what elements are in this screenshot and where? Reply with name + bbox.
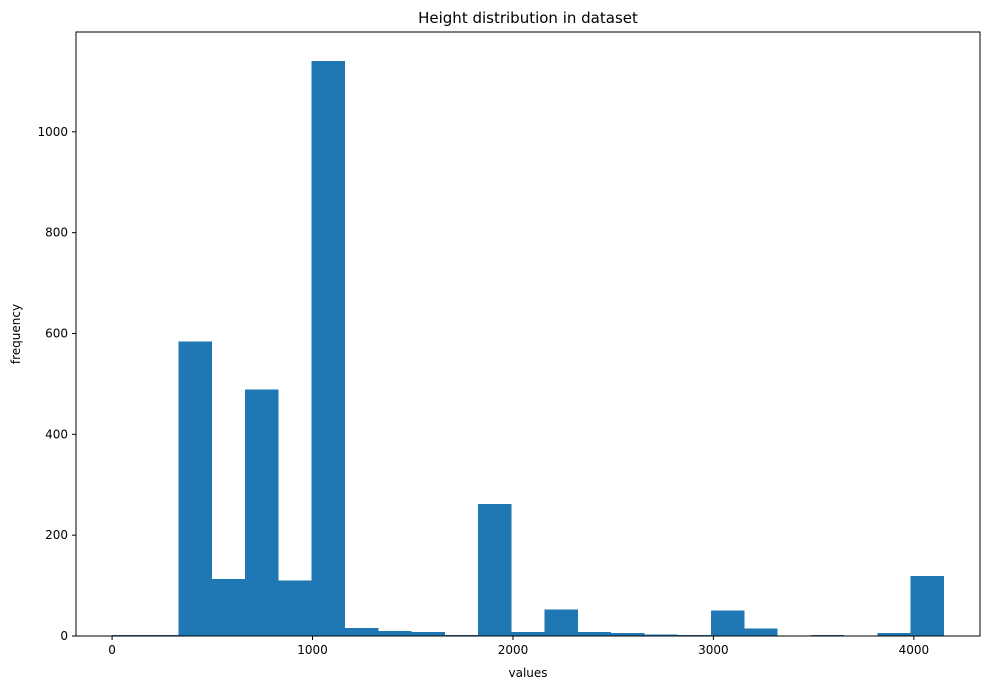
y-tick-label: 400 — [45, 427, 68, 441]
histogram-bar — [744, 628, 778, 636]
histogram-bar — [145, 634, 179, 636]
histogram-bar — [378, 630, 412, 636]
x-tick-label: 2000 — [498, 643, 529, 657]
histogram-bar — [877, 632, 911, 636]
histogram-bar — [311, 61, 345, 637]
histogram-bar — [577, 631, 612, 636]
y-axis-label: frequency — [9, 304, 23, 364]
histogram-bar — [544, 609, 578, 636]
histogram-bar — [644, 634, 678, 636]
x-tick-label: 3000 — [698, 643, 729, 657]
x-axis-ticks: 0 1000 2000 3000 4000 — [108, 636, 929, 657]
histogram-bar — [245, 389, 279, 636]
x-tick-label: 4000 — [899, 643, 930, 657]
histogram-bar — [278, 580, 312, 636]
histogram-bar — [611, 632, 645, 636]
histogram-bar — [444, 634, 479, 636]
y-tick-label: 600 — [45, 326, 68, 340]
y-tick-label: 800 — [45, 226, 68, 240]
histogram-bar — [478, 503, 512, 636]
histogram-bar — [677, 634, 712, 636]
x-tick-label: 1000 — [297, 643, 328, 657]
histogram-bar — [511, 631, 545, 636]
chart-title: Height distribution in dataset — [418, 9, 638, 27]
y-tick-label: 1000 — [37, 125, 68, 139]
histogram-bar — [178, 341, 212, 636]
histogram-bar — [810, 634, 845, 636]
histogram-bar — [910, 576, 944, 636]
histogram-bar — [112, 634, 146, 636]
histogram-bar — [711, 610, 745, 636]
y-axis-ticks: 0 200 400 600 800 1000 — [37, 125, 76, 643]
y-tick-label: 0 — [60, 629, 68, 643]
x-axis-label: values — [508, 666, 547, 680]
bars-group — [112, 61, 944, 637]
histogram-bar — [344, 627, 379, 636]
plot-frame — [75, 31, 981, 637]
histogram-bar — [411, 631, 445, 636]
x-tick-label: 0 — [108, 643, 116, 657]
y-tick-label: 200 — [45, 528, 68, 542]
histogram-bar — [211, 579, 246, 636]
